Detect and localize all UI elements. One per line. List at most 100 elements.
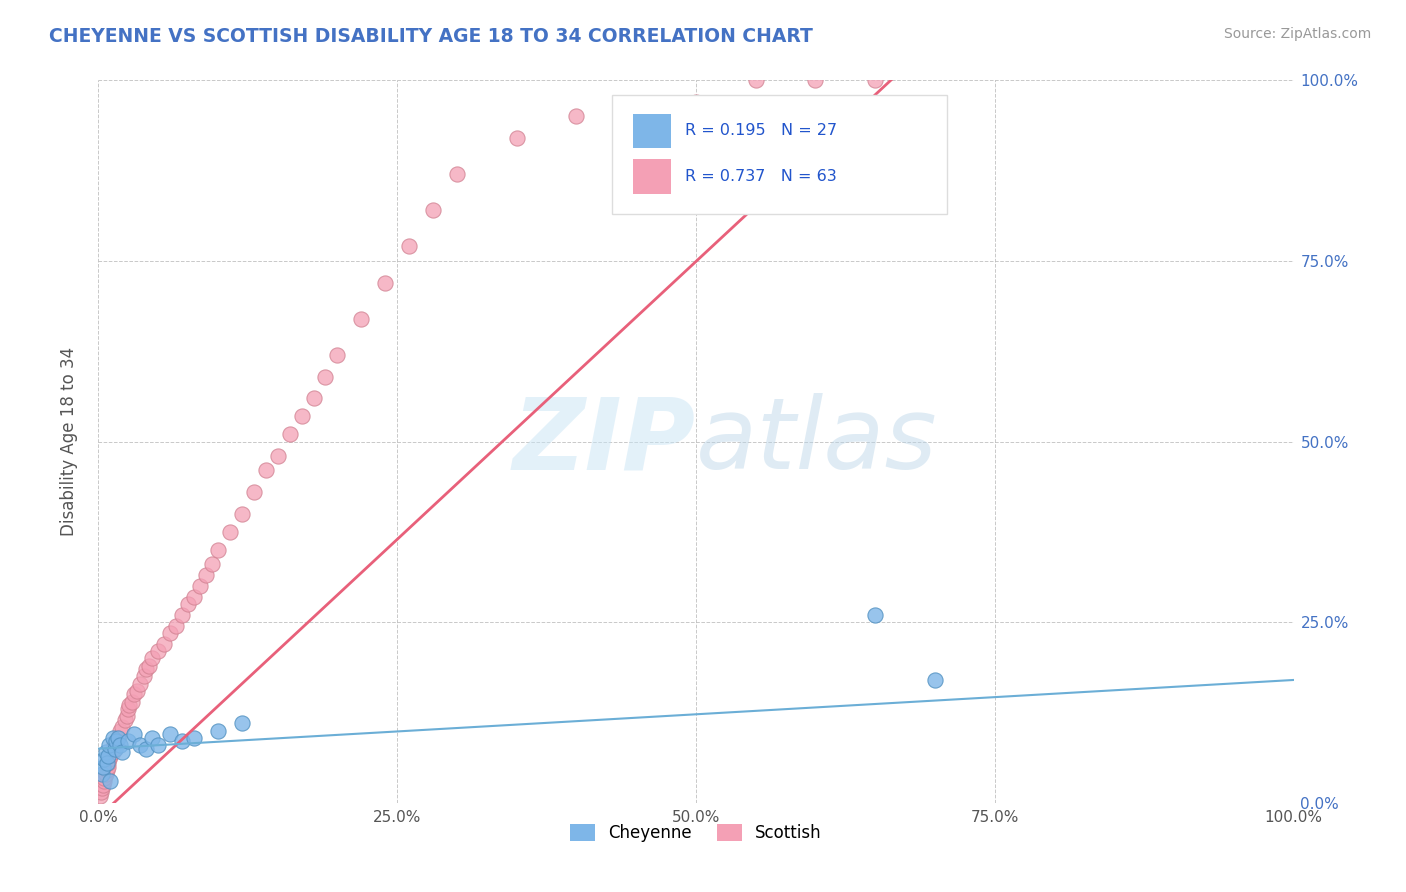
Point (374, 276, 396, 290)
Point (422, 203, 444, 218)
Point (129, 676, 152, 690)
Point (350, 311, 373, 326)
Point (138, 658, 160, 673)
Point (231, 507, 253, 521)
Text: R = 0.195   N = 27: R = 0.195 N = 27 (685, 123, 838, 138)
Point (117, 734, 139, 748)
Point (195, 568, 218, 582)
Y-axis label: Disability Age 18 to 34: Disability Age 18 to 34 (59, 347, 77, 536)
Point (201, 558, 224, 572)
Point (124, 687, 146, 701)
Point (90, 785, 112, 799)
Point (804, 73, 827, 87)
Text: atlas: atlas (696, 393, 938, 490)
Point (114, 713, 136, 727)
FancyBboxPatch shape (613, 95, 948, 214)
Point (91, 767, 114, 781)
Point (315, 369, 337, 384)
Point (141, 651, 163, 665)
Point (685, 95, 707, 109)
Point (93, 752, 115, 766)
Point (141, 731, 163, 745)
Point (291, 409, 314, 424)
Point (207, 542, 229, 557)
Point (278, 427, 301, 442)
Point (98, 748, 122, 763)
Point (865, 607, 887, 622)
Point (165, 619, 187, 633)
Point (207, 723, 229, 738)
Point (117, 702, 139, 716)
Point (446, 167, 468, 181)
Point (111, 745, 134, 759)
Point (148, 738, 170, 752)
Point (115, 709, 138, 723)
Point (94, 745, 117, 759)
Point (219, 524, 242, 539)
Point (89, 789, 111, 803)
Point (129, 738, 152, 752)
Point (865, 73, 887, 87)
Point (506, 131, 529, 145)
Point (91, 781, 114, 796)
Point (97, 748, 120, 763)
Text: ZIP: ZIP (513, 393, 696, 490)
Point (98, 774, 122, 789)
Point (97, 760, 120, 774)
Point (108, 723, 131, 738)
Point (565, 109, 588, 123)
Point (183, 731, 205, 745)
Point (135, 662, 157, 676)
Point (254, 463, 277, 477)
Point (93, 774, 115, 789)
Point (159, 727, 181, 741)
Point (107, 731, 129, 745)
Point (267, 449, 290, 463)
Point (153, 637, 176, 651)
Bar (633, 159, 671, 194)
Point (172, 607, 194, 622)
Point (91, 760, 114, 774)
Point (108, 738, 131, 752)
Point (101, 731, 124, 745)
Point (121, 695, 143, 709)
Point (125, 683, 148, 698)
Text: Source: ZipAtlas.com: Source: ZipAtlas.com (1223, 27, 1371, 41)
Point (96, 764, 118, 778)
Point (103, 738, 125, 752)
Point (107, 731, 129, 745)
Point (124, 727, 146, 741)
Point (148, 644, 170, 658)
Point (398, 239, 420, 253)
Point (105, 734, 128, 748)
Bar (633, 113, 671, 148)
Text: R = 0.737   N = 63: R = 0.737 N = 63 (685, 169, 837, 184)
Point (104, 741, 127, 756)
Point (183, 590, 205, 604)
Point (96, 756, 118, 770)
Point (135, 741, 157, 756)
Point (91, 778, 114, 792)
Point (159, 626, 181, 640)
Point (243, 485, 266, 500)
Point (172, 734, 194, 748)
Text: CHEYENNE VS SCOTTISH DISABILITY AGE 18 TO 34 CORRELATION CHART: CHEYENNE VS SCOTTISH DISABILITY AGE 18 T… (49, 27, 813, 45)
Point (118, 698, 141, 713)
Legend: Cheyenne, Scottish: Cheyenne, Scottish (564, 817, 828, 848)
Point (231, 716, 253, 731)
Point (97, 756, 120, 770)
Point (101, 745, 124, 759)
Point (177, 597, 200, 611)
Point (302, 391, 325, 405)
Point (104, 741, 127, 756)
Point (93, 771, 115, 785)
Point (745, 73, 768, 87)
Point (111, 720, 134, 734)
Point (924, 673, 946, 687)
Point (188, 579, 211, 593)
Point (98, 738, 121, 752)
Point (132, 669, 155, 683)
Point (326, 348, 349, 362)
Point (94, 767, 117, 781)
Point (98, 752, 121, 766)
